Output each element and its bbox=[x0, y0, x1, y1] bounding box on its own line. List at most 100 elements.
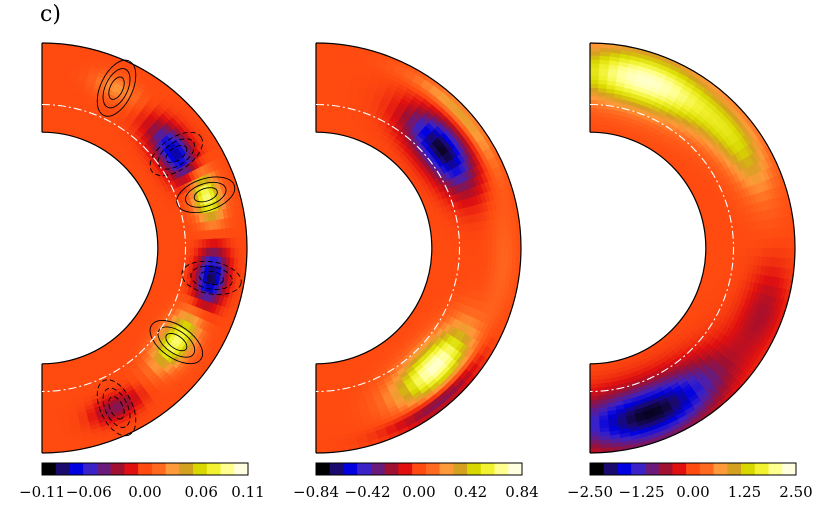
contour-line bbox=[108, 76, 125, 100]
colorbar-frame bbox=[41, 462, 249, 476]
colorbar-tick-label: 0.42 bbox=[454, 483, 487, 501]
field-cell bbox=[41, 50, 53, 56]
field-cell bbox=[205, 238, 211, 249]
field-cell bbox=[315, 424, 326, 429]
field-cell bbox=[589, 75, 600, 81]
field-cell bbox=[439, 247, 445, 256]
field-cell bbox=[169, 247, 175, 256]
field-cell bbox=[315, 403, 325, 409]
field-cell bbox=[226, 237, 232, 249]
field-cell bbox=[205, 247, 211, 258]
field-cell bbox=[41, 119, 50, 125]
field-cell bbox=[41, 411, 52, 417]
field-cell bbox=[201, 247, 207, 257]
field-cell bbox=[589, 46, 601, 52]
field-cell bbox=[315, 46, 327, 52]
panel-right: −2.50 −1.25 0.00 1.25 2.50 bbox=[567, 42, 813, 501]
field-cell bbox=[315, 99, 325, 105]
field-cell bbox=[185, 247, 191, 257]
field-cell bbox=[713, 247, 719, 256]
field-cell bbox=[589, 415, 600, 421]
field-cell bbox=[161, 247, 167, 255]
inner-boundary bbox=[589, 131, 707, 365]
field-cell bbox=[512, 237, 518, 249]
field-cell bbox=[41, 424, 52, 429]
colorbar-swatch bbox=[206, 463, 222, 475]
contour-lines bbox=[96, 59, 242, 437]
field-cell bbox=[315, 50, 327, 56]
field-cell bbox=[589, 95, 599, 101]
field-cell bbox=[41, 71, 52, 76]
field-cell bbox=[439, 240, 445, 249]
field-cell bbox=[508, 237, 514, 249]
field-cell bbox=[315, 375, 324, 381]
field-cell bbox=[222, 238, 228, 249]
field-cell bbox=[41, 115, 50, 121]
field-cell bbox=[492, 238, 497, 249]
field-cell bbox=[463, 239, 469, 249]
field-cell bbox=[504, 237, 510, 249]
field-cell bbox=[41, 391, 51, 397]
contour-line bbox=[165, 144, 188, 164]
field-cell bbox=[778, 247, 784, 259]
field-cell bbox=[161, 241, 167, 249]
field-cell bbox=[483, 238, 489, 249]
colorbar-swatch bbox=[110, 463, 125, 475]
field-cell bbox=[479, 238, 485, 249]
field-cell bbox=[41, 95, 51, 101]
colorbar-swatch bbox=[686, 463, 701, 475]
field-cell bbox=[589, 440, 601, 446]
field-cell bbox=[770, 247, 776, 258]
field-cell bbox=[315, 399, 325, 405]
field-cell bbox=[589, 71, 600, 76]
inner-boundary bbox=[315, 131, 433, 365]
field-cell bbox=[488, 247, 493, 258]
colorbar-swatch bbox=[754, 463, 770, 475]
contour-line bbox=[149, 319, 204, 365]
field-cell bbox=[589, 123, 597, 129]
colorbar-frame bbox=[315, 462, 523, 476]
field-cell bbox=[589, 87, 599, 93]
field-cell bbox=[222, 247, 228, 258]
field-cell bbox=[774, 247, 780, 259]
colorbar-swatch bbox=[398, 463, 413, 475]
colorbar-swatch bbox=[727, 463, 742, 475]
colorbar-tick-label: 0.84 bbox=[505, 483, 538, 501]
field-cell bbox=[41, 432, 53, 438]
field-cell bbox=[589, 391, 599, 397]
field-cell bbox=[762, 247, 767, 258]
field-cell bbox=[41, 371, 50, 377]
colorbar-tick-label: −0.06 bbox=[66, 483, 112, 501]
field-cell bbox=[315, 432, 327, 438]
colorbar-swatch bbox=[370, 463, 386, 475]
outer-boundary bbox=[41, 42, 248, 454]
field-cell bbox=[230, 237, 236, 249]
field-cell bbox=[315, 83, 325, 89]
colorbar-swatch bbox=[508, 463, 523, 475]
field-cell bbox=[209, 247, 215, 258]
field-cell bbox=[230, 247, 236, 259]
field-cell bbox=[496, 247, 502, 258]
colorbar-tick-label: 0.00 bbox=[676, 483, 709, 501]
field-cell bbox=[589, 436, 601, 442]
colorbar-frame bbox=[589, 462, 797, 476]
field-cell bbox=[185, 239, 191, 249]
field-cell bbox=[41, 415, 52, 421]
colorbar-tick-label: −2.50 bbox=[567, 483, 613, 501]
field-cell bbox=[483, 247, 489, 258]
field-cell bbox=[459, 239, 465, 249]
colorbar-swatch bbox=[631, 463, 646, 475]
field-cell bbox=[713, 240, 719, 249]
field-cell bbox=[41, 123, 49, 129]
panel-label: c) bbox=[40, 2, 61, 27]
field-cell bbox=[315, 383, 324, 389]
field-cell bbox=[500, 237, 506, 249]
field-cell bbox=[197, 239, 203, 249]
field-cell bbox=[315, 54, 327, 60]
field-cell bbox=[589, 399, 599, 405]
field-cell bbox=[721, 247, 727, 256]
field-cell bbox=[709, 241, 715, 249]
field-cell bbox=[315, 371, 324, 377]
field-cell bbox=[238, 247, 244, 259]
